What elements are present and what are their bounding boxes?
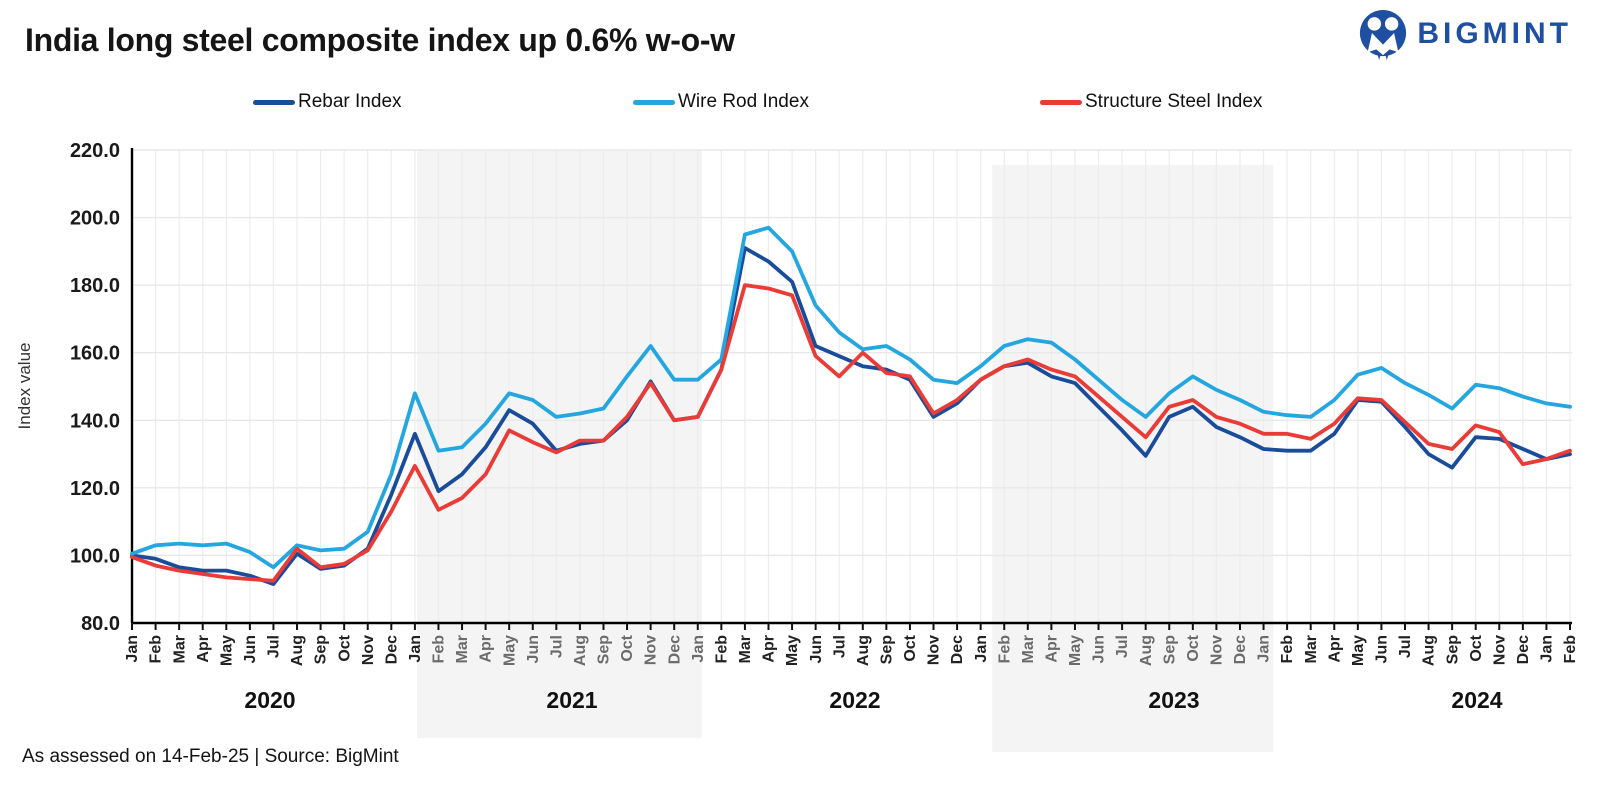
y-tick-label: 160.0 xyxy=(70,343,120,365)
x-tick-label: Aug xyxy=(1138,635,1155,666)
x-tick-label: Jul xyxy=(266,635,283,658)
x-tick-label: Feb xyxy=(431,635,448,664)
x-tick-label: Jan xyxy=(690,635,707,663)
x-tick-label: Jan xyxy=(407,635,424,663)
year-label-2021: 2021 xyxy=(546,687,597,713)
bigmint-logo-icon xyxy=(1360,9,1407,60)
steel-index-chart-svg: Jan Feb Mar Apr May Jun Jul Aug Sep Oct Nov Dec Jan F… xyxy=(15,140,1579,752)
legend-swatch-wire-rod xyxy=(633,99,675,105)
x-tick-label: Oct xyxy=(1468,634,1485,661)
x-tick-label: Aug xyxy=(855,635,872,666)
x-tick-label: Apr xyxy=(761,635,778,663)
x-tick-label: Oct xyxy=(902,634,919,661)
x-tick-label: Jul xyxy=(1397,635,1414,658)
legend-label-structure-steel: Structure Steel Index xyxy=(1085,91,1263,112)
x-tick-label: Dec xyxy=(1232,635,1249,664)
legend-item-wire-rod-index: Wire Rod Index xyxy=(633,88,809,116)
x-tick-label: Jan xyxy=(124,635,141,663)
x-tick-label: Sep xyxy=(1444,635,1461,665)
year-highlight-band-2023 xyxy=(992,165,1274,752)
x-tick-label: Nov xyxy=(643,635,660,665)
x-tick-label: Jun xyxy=(808,635,825,663)
x-tick-label: Jun xyxy=(1091,635,1108,663)
x-tick-label: Nov xyxy=(360,635,377,665)
series-line-wire-rod-index xyxy=(130,225,1572,570)
x-tick-label: Sep xyxy=(878,635,895,665)
x-tick-label: May xyxy=(784,635,801,666)
x-tick-label: Oct xyxy=(619,634,636,661)
y-tick-label: 180.0 xyxy=(70,275,120,297)
x-tick-label: Jan xyxy=(1539,635,1556,663)
x-tick-label: May xyxy=(501,635,518,666)
x-tick-label: Feb xyxy=(148,635,165,664)
y-axis-title: Index value xyxy=(15,343,34,430)
x-tick-label: Mar xyxy=(737,635,754,663)
series-line-rebar-index xyxy=(130,246,1572,587)
x-tick-label: Oct xyxy=(1185,634,1202,661)
x-tick-label: Jan xyxy=(1256,635,1273,663)
year-label-2022: 2022 xyxy=(829,687,880,713)
x-tick-label: Aug xyxy=(289,635,306,666)
x-tick-label: Apr xyxy=(1043,635,1060,663)
series-line-structure-steel-index xyxy=(130,283,1572,583)
x-tick-label: Feb xyxy=(996,635,1013,664)
source-note: As assessed on 14-Feb-25 | Source: BigMi… xyxy=(22,746,399,767)
x-tick-label: Feb xyxy=(1562,635,1579,664)
x-tick-label: Oct xyxy=(336,634,353,661)
x-tick-label: Sep xyxy=(313,635,330,665)
bigmint-logo-text: BIGMINT xyxy=(1417,17,1572,50)
x-tick-label: Mar xyxy=(1020,635,1037,663)
x-tick-label: May xyxy=(1350,635,1367,666)
y-tick-label: 220.0 xyxy=(70,140,120,162)
x-tick-label: Mar xyxy=(454,635,471,663)
x-tick-label: Jul xyxy=(1114,635,1131,658)
x-tick-label: Jan xyxy=(973,635,990,663)
x-tick-label: Feb xyxy=(713,635,730,664)
x-tick-label: Dec xyxy=(1515,635,1532,664)
x-tick-label: Dec xyxy=(666,635,683,664)
legend-item-structure-steel-index: Structure Steel Index xyxy=(1040,88,1262,116)
x-tick-label: Aug xyxy=(1421,635,1438,666)
y-tick-label: 80.0 xyxy=(81,613,120,635)
legend-label-rebar: Rebar Index xyxy=(298,91,402,112)
x-tick-label: Jul xyxy=(548,635,565,658)
x-tick-label: Nov xyxy=(1209,635,1226,665)
legend-swatch-structure-steel xyxy=(1040,99,1082,105)
x-tick-label: Jun xyxy=(242,635,259,663)
legend-item-rebar-index: Rebar Index xyxy=(253,88,402,116)
y-tick-label: 140.0 xyxy=(70,410,120,432)
year-label-2020: 2020 xyxy=(244,687,295,713)
legend-swatch-rebar xyxy=(253,99,295,105)
bigmint-logo: BIGMINT xyxy=(1358,8,1572,60)
x-tick-label: Dec xyxy=(949,635,966,664)
x-tick-label: Apr xyxy=(195,635,212,663)
y-tick-label: 120.0 xyxy=(70,478,120,500)
x-tick-label: Apr xyxy=(1326,635,1343,663)
steel-index-chart: Jan Feb Mar Apr May Jun Jul Aug Sep Oct Nov Dec Jan F… xyxy=(0,130,1598,780)
x-tick-label: May xyxy=(218,635,235,666)
x-tick-label: Sep xyxy=(596,635,613,665)
y-tick-label: 100.0 xyxy=(70,545,120,567)
x-tick-label: May xyxy=(1067,635,1084,666)
x-tick-label: Nov xyxy=(1491,635,1508,665)
x-tick-label: Nov xyxy=(926,635,943,665)
chart-legend: Rebar Index Wire Rod Index Structure Ste… xyxy=(0,88,1598,116)
x-tick-label: Sep xyxy=(1161,635,1178,665)
x-tick-label: Feb xyxy=(1279,635,1296,664)
y-tick-label: 200.0 xyxy=(70,208,120,230)
x-tick-label: Mar xyxy=(171,635,188,663)
legend-label-wire-rod: Wire Rod Index xyxy=(678,91,809,112)
x-tick-label: Jul xyxy=(831,635,848,658)
x-tick-label: Jun xyxy=(1374,635,1391,663)
x-tick-label: Jun xyxy=(525,635,542,663)
year-label-2023: 2023 xyxy=(1148,687,1199,713)
year-label-2024: 2024 xyxy=(1451,687,1502,713)
x-tick-label: Aug xyxy=(572,635,589,666)
x-tick-label: Apr xyxy=(478,635,495,663)
page-title: India long steel composite index up 0.6%… xyxy=(25,22,735,58)
x-tick-label: Mar xyxy=(1303,635,1320,663)
x-tick-label: Dec xyxy=(383,635,400,664)
